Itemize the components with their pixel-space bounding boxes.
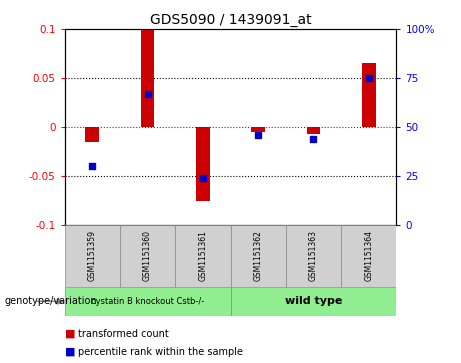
Text: genotype/variation: genotype/variation [5,296,97,306]
Bar [120,225,175,287]
Bar [85,127,99,142]
Bar [65,225,120,287]
Text: percentile rank within the sample: percentile rank within the sample [78,347,243,357]
Bar [141,29,154,127]
Text: GSM1151363: GSM1151363 [309,231,318,281]
Bar [175,225,230,287]
Text: transformed count: transformed count [78,329,169,339]
Text: GSM1151362: GSM1151362 [254,231,263,281]
Text: GSM1151361: GSM1151361 [198,231,207,281]
Bar [196,127,210,200]
Bar [230,287,396,316]
Text: GSM1151359: GSM1151359 [88,231,97,281]
Bar [251,127,265,132]
Bar [362,63,376,127]
Bar [230,225,286,287]
Title: GDS5090 / 1439091_at: GDS5090 / 1439091_at [150,13,311,26]
Bar [286,225,341,287]
Text: cystatin B knockout Cstb-/-: cystatin B knockout Cstb-/- [91,297,204,306]
Text: GSM1151360: GSM1151360 [143,231,152,281]
Bar [341,225,396,287]
Text: wild type: wild type [285,296,342,306]
Text: ■: ■ [65,329,75,339]
Text: GSM1151364: GSM1151364 [364,231,373,281]
Bar [65,287,230,316]
Bar [307,127,320,134]
Text: ■: ■ [65,347,75,357]
